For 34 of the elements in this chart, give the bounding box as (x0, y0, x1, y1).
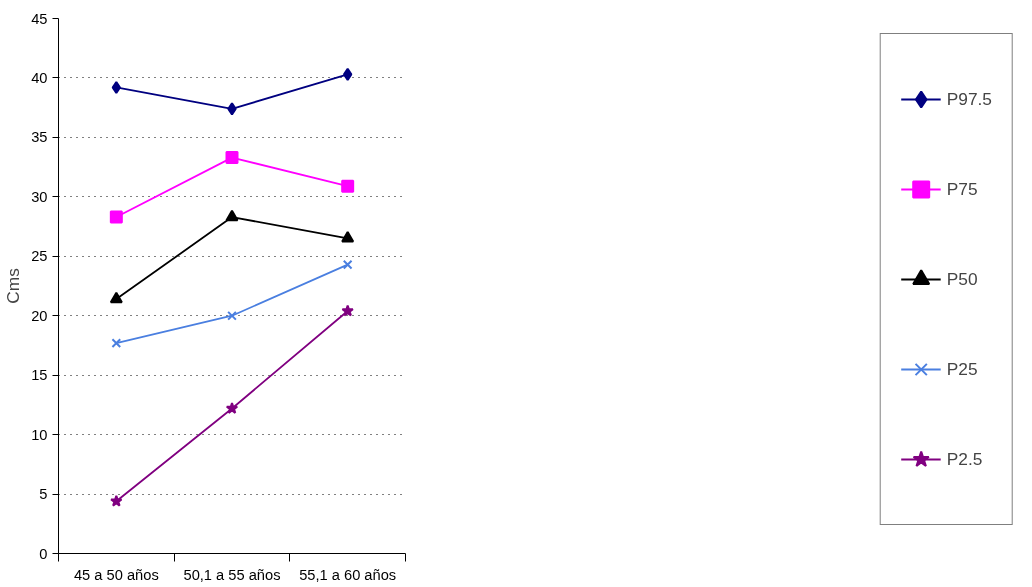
x-tick-label: 55,1 a 60 años (299, 566, 397, 583)
y-tick-label: 35 (31, 129, 48, 146)
y-tick-label: 40 (31, 69, 48, 86)
y-tick-label: 0 (39, 545, 48, 562)
y-tick-label: 45 (31, 10, 48, 27)
point (111, 80, 121, 94)
y-tick-label: 20 (31, 307, 48, 324)
y-tick-label: 25 (31, 248, 48, 265)
legend-label: P50 (946, 267, 978, 291)
point (111, 338, 122, 348)
point (109, 210, 123, 224)
point (225, 209, 239, 222)
legend-label: P97.5 (946, 87, 992, 111)
point (110, 494, 123, 507)
y-tick-label: 5 (39, 486, 48, 503)
y-tick-label: 30 (31, 188, 48, 205)
point (109, 291, 123, 304)
x-tick-label: 50,1 a 55 años (183, 566, 281, 583)
legend-label: P75 (946, 177, 978, 201)
point (341, 231, 355, 243)
point (227, 310, 237, 321)
x-tick-label: 45 a 50 años (73, 566, 159, 583)
legend-label: P2.5 (946, 447, 983, 471)
point (342, 259, 353, 270)
point (225, 151, 239, 165)
y-axis-title: Cms (3, 267, 24, 304)
point (225, 401, 239, 414)
y-tick-label: 10 (31, 426, 48, 443)
legend-label: P25 (946, 357, 978, 381)
point (341, 179, 355, 193)
point (343, 67, 353, 81)
y-tick-label: 15 (31, 367, 48, 384)
point (341, 304, 354, 317)
point (227, 102, 237, 116)
